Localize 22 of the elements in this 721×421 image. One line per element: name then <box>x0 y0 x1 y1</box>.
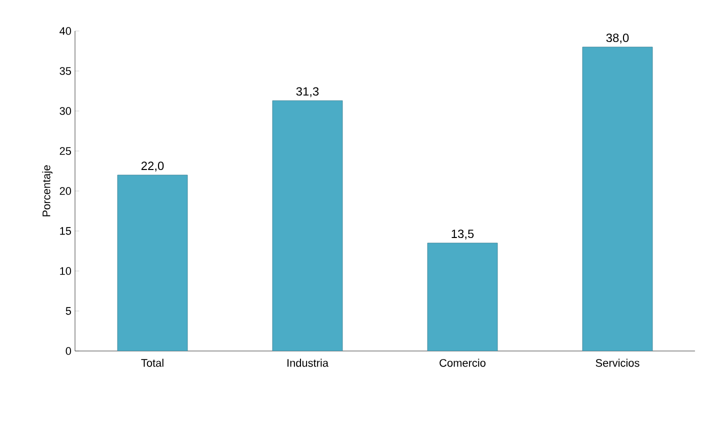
data-label: 31,3 <box>296 87 319 98</box>
x-tick-label: Servicios <box>596 358 640 367</box>
y-tick-label: 5 <box>66 307 72 315</box>
bar <box>117 174 188 351</box>
data-label: 13,5 <box>452 230 474 240</box>
x-tick-label: Industria <box>288 358 329 367</box>
y-tick-label: 20 <box>60 187 72 195</box>
y-axis-title: Porcentaje <box>42 165 52 216</box>
y-tick-label: 40 <box>60 27 72 35</box>
y-tick-label: 15 <box>60 227 72 235</box>
bar <box>272 100 343 351</box>
y-tick-label: 10 <box>60 267 72 275</box>
bar <box>582 46 653 351</box>
y-tick-label: 35 <box>60 67 72 75</box>
x-tick-label: Comercio <box>440 358 486 367</box>
bar <box>427 242 498 351</box>
data-label: 38,0 <box>606 34 629 44</box>
y-tick-label: 30 <box>60 107 72 115</box>
x-tick-label: Total <box>141 358 164 367</box>
y-tick-label: 25 <box>60 147 72 155</box>
data-label: 22,0 <box>141 162 164 172</box>
y-tick-label: 0 <box>66 347 72 355</box>
